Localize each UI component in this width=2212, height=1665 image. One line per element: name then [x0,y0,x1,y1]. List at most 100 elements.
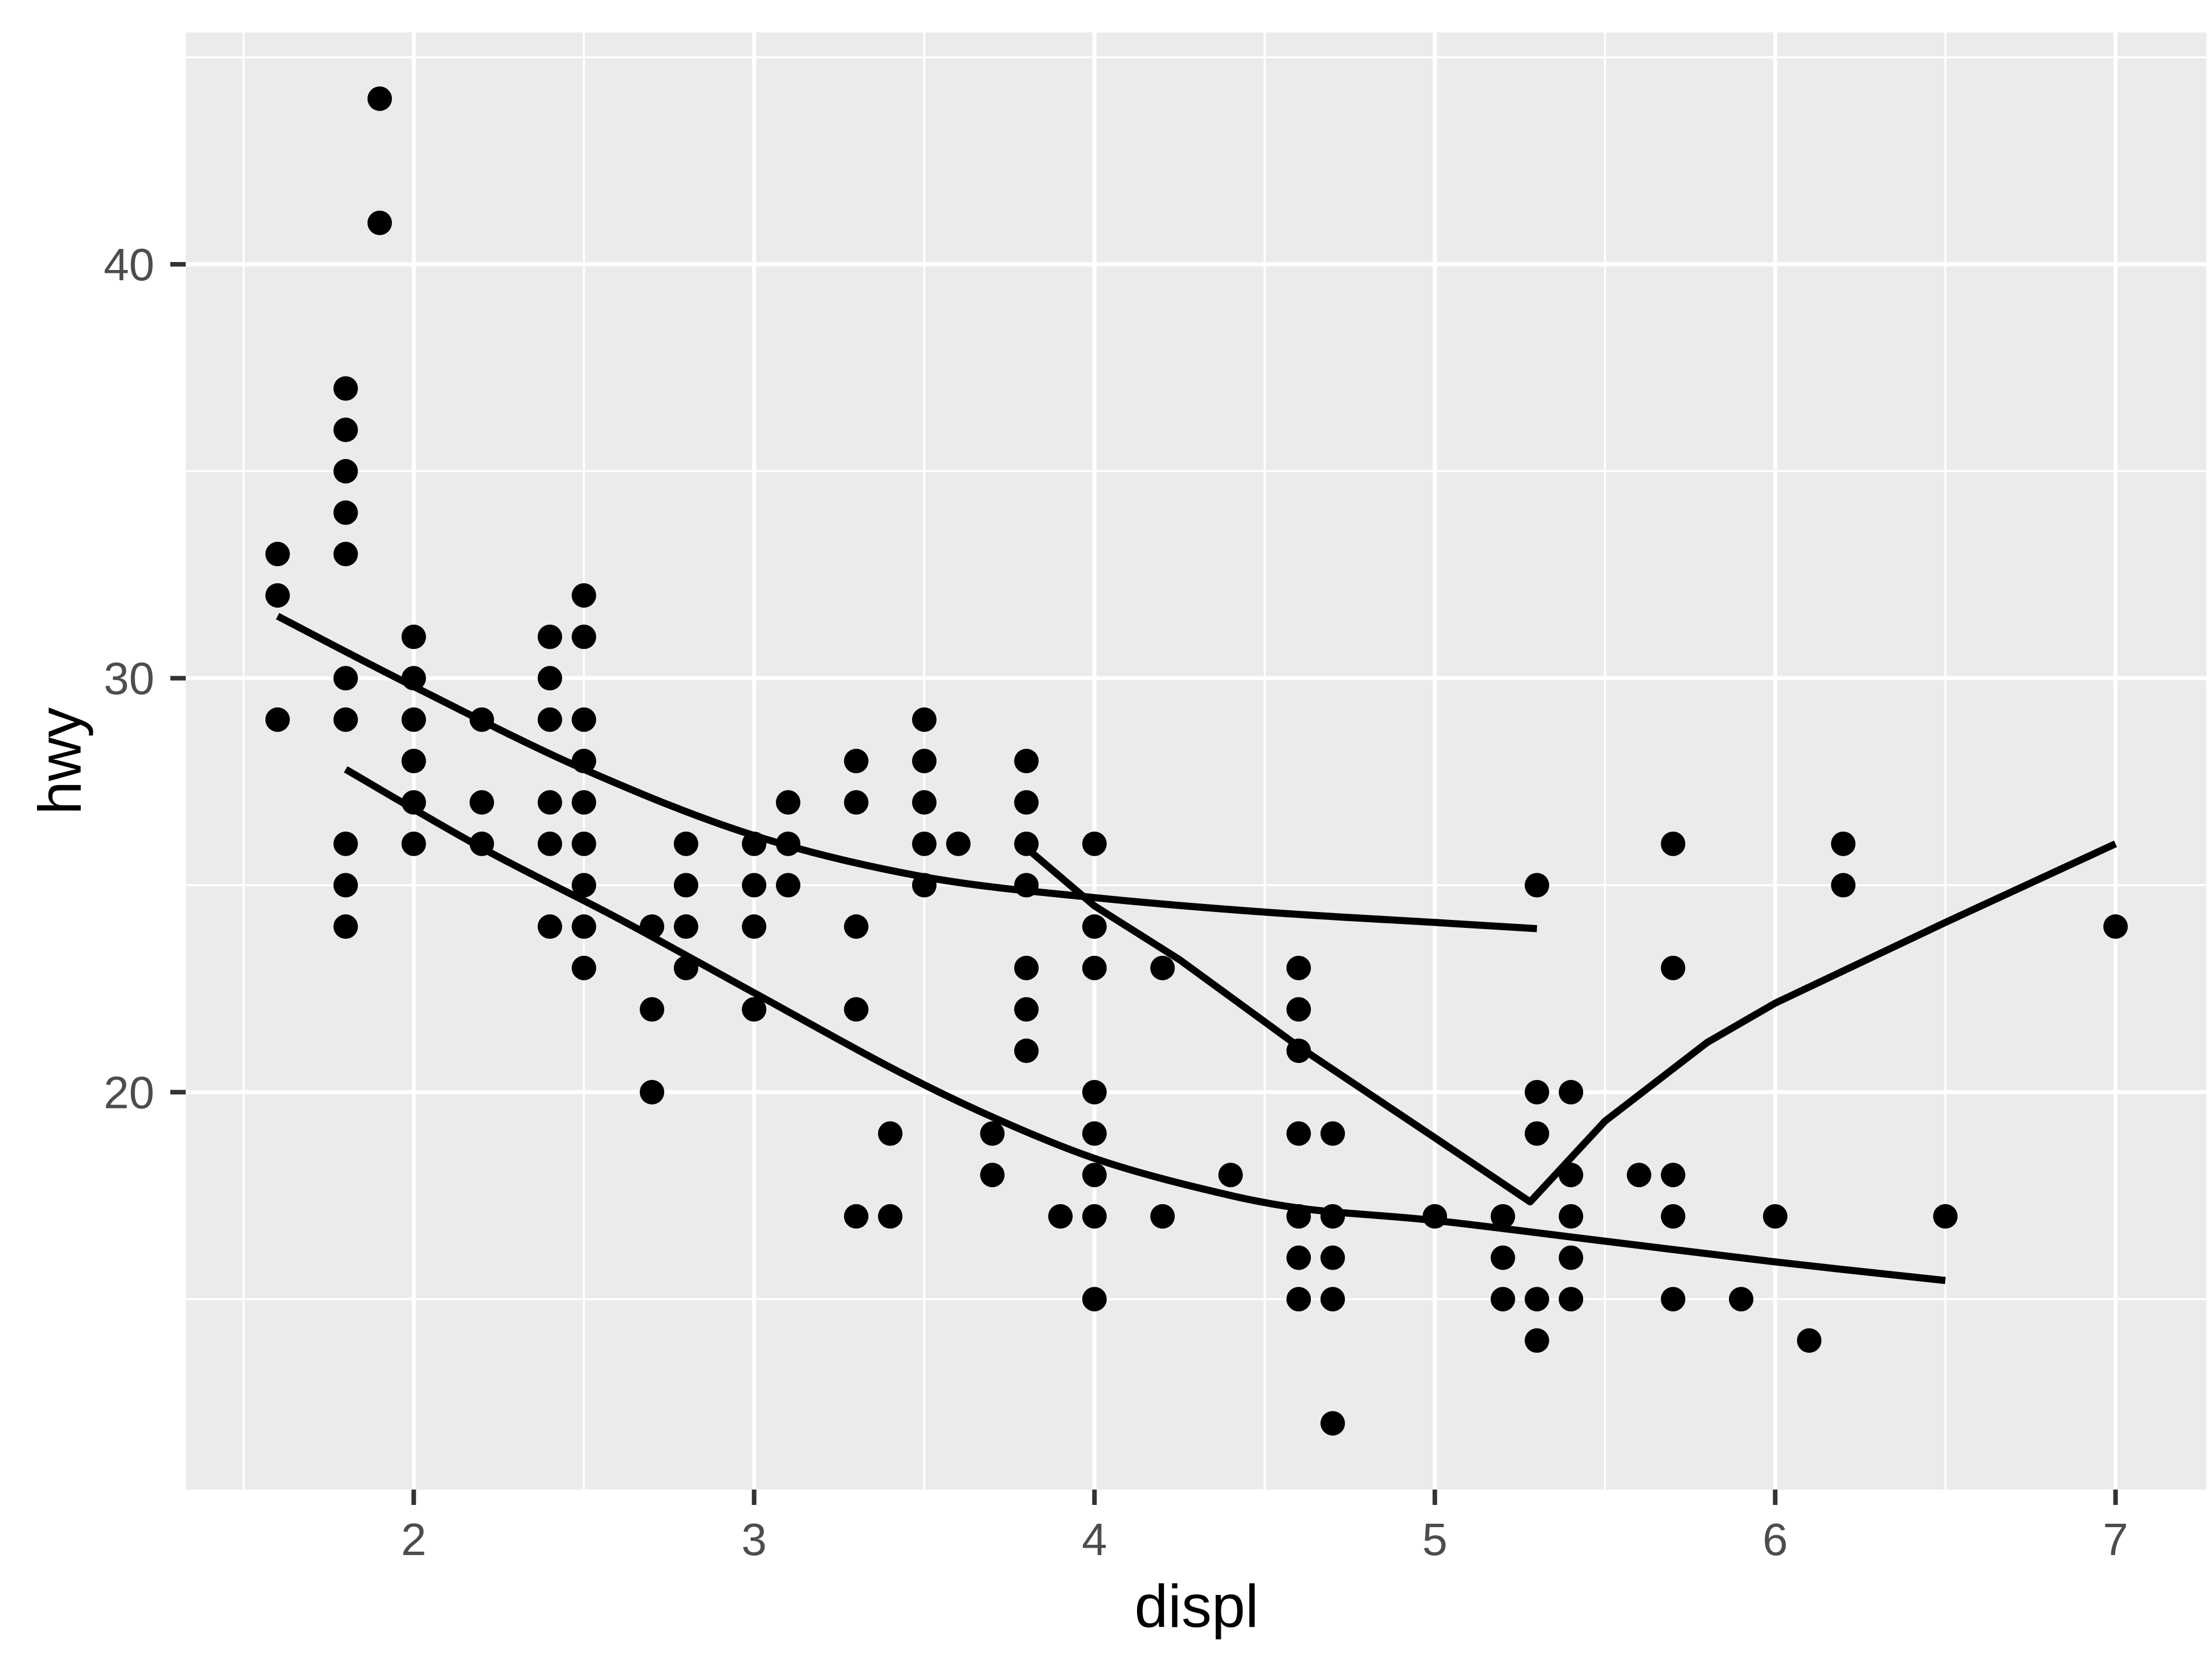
data-point [844,914,869,939]
y-tick-label-30: 30 [104,653,154,704]
smooth-vee-r [1024,840,2117,1206]
data-point [673,873,698,898]
data-point [537,914,562,939]
data-point [878,1121,903,1146]
smooth-middle-4 [344,766,1946,1284]
data-point [742,873,767,898]
data-point [1661,1204,1686,1229]
data-point [333,418,358,443]
data-point [980,1121,1005,1146]
data-point [367,86,392,111]
data-point [1286,1287,1311,1312]
data-point [571,790,596,815]
data-point [1014,790,1039,815]
data-point [742,997,767,1022]
x-tick-label-3: 3 [742,1514,767,1565]
data-point [844,1204,869,1229]
data-point [1831,831,1856,856]
data-point [912,831,937,856]
data-point [1218,1163,1243,1188]
data-point [571,914,596,939]
data-point [333,376,358,401]
data-point [844,997,869,1022]
y-tick-label-40: 40 [104,239,154,290]
data-point [640,997,665,1022]
data-point [265,542,290,567]
data-point [640,1079,665,1104]
data-point [912,790,937,815]
data-point [1524,1121,1549,1146]
data-point [1014,748,1039,774]
data-point [673,914,698,939]
y-axis-title: hwy [26,707,94,815]
data-point [1559,1287,1584,1312]
data-point [537,707,562,732]
data-point [401,707,426,732]
data-point [776,790,801,815]
data-point [912,748,937,774]
data-point [1082,1204,1107,1229]
data-point [1014,1038,1039,1063]
data-point [1082,1121,1107,1146]
data-point [537,790,562,815]
x-axis-title: displ [1134,1573,1259,1640]
data-point [1626,1163,1651,1188]
data-point [776,873,801,898]
data-point [1490,1245,1515,1270]
data-point [1320,1121,1345,1146]
data-point [1490,1204,1515,1229]
data-point [265,707,290,732]
data-point [1661,955,1686,980]
data-point [571,955,596,980]
data-point [1082,1163,1107,1188]
data-point [1661,831,1686,856]
data-point [401,748,426,774]
data-point [537,666,562,691]
data-point [1763,1204,1788,1229]
x-tick-label-6: 6 [1763,1514,1788,1565]
smooth-upper-f [276,613,1538,932]
data-point [1490,1287,1515,1312]
data-point [333,542,358,567]
data-point [1320,1245,1345,1270]
data-point [1831,873,1856,898]
data-point [571,583,596,608]
data-point [571,624,596,649]
data-point [1933,1204,1958,1229]
data-point [1286,955,1311,980]
data-point [742,914,767,939]
data-point [1524,1328,1549,1353]
data-point [1014,997,1039,1022]
x-tick-label-7: 7 [2103,1514,2128,1565]
data-point [265,583,290,608]
y-tick-label-20: 20 [104,1067,154,1118]
data-point [1082,1287,1107,1312]
data-point [571,873,596,898]
data-point [1320,1411,1345,1436]
data-point [1797,1328,1822,1353]
data-point [946,831,971,856]
data-point [571,831,596,856]
panel-background [186,32,2207,1490]
data-point [1286,1121,1311,1146]
data-point [333,707,358,732]
data-point [333,500,358,525]
data-point [1286,1245,1311,1270]
data-point [469,790,494,815]
data-point [537,831,562,856]
data-point [1320,1287,1345,1312]
data-point [1524,873,1549,898]
data-point [1559,1245,1584,1270]
data-point [844,790,869,815]
data-point [1559,1204,1584,1229]
data-point [878,1204,903,1229]
data-point [2103,914,2128,939]
data-point [980,1163,1005,1188]
data-point [1014,955,1039,980]
data-point [912,707,937,732]
data-point [1082,1079,1107,1104]
data-point [1286,997,1311,1022]
data-point [333,459,358,484]
